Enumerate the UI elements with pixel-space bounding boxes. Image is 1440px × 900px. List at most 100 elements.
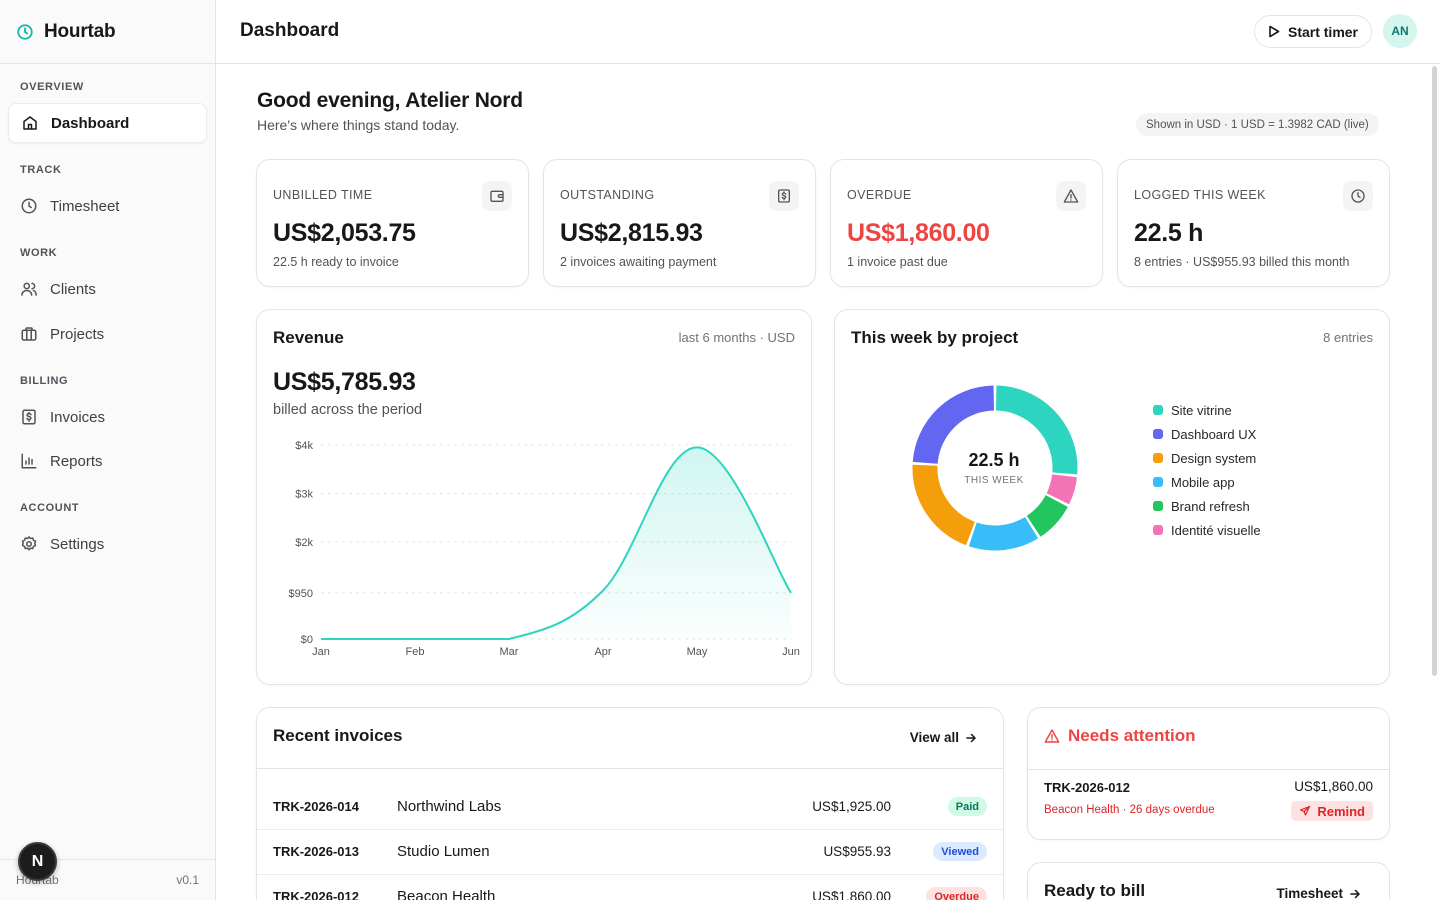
warning-icon-wrap (1056, 181, 1086, 211)
table-row[interactable]: TRK-2026-013 Studio Lumen US$955.93 View… (257, 830, 1003, 875)
sidebar-item-label: Timesheet (50, 197, 120, 215)
y-tick-label: $2k (295, 537, 313, 549)
sidebar: Hourtab OVERVIEW Dashboard TRACK Timeshe… (0, 0, 216, 900)
sidebar-item-label: Settings (50, 535, 105, 553)
legend-item: Mobile app (1153, 470, 1261, 494)
invoices-title: Recent invoices (273, 726, 403, 745)
x-tick-label: Jan (312, 646, 330, 658)
sidebar-item-settings[interactable]: Settings (8, 524, 207, 564)
attention-amount: US$1,860.00 (1294, 779, 1373, 794)
sidebar-item-label: Clients (50, 280, 96, 298)
stat-sub: 8 entries · US$955.93 billed this month (1134, 255, 1350, 269)
attention-title-label: Needs attention (1068, 726, 1196, 745)
needs-attention-card: Needs attention TRK-2026-012 US$1,860.00… (1027, 707, 1390, 840)
stat-card-unbilled[interactable]: UNBILLED TIME US$2,053.75 22.5 h ready t… (256, 159, 529, 287)
nav-section-track: TRACK (20, 164, 62, 176)
stat-card-logged[interactable]: LOGGED THIS WEEK 22.5 h 8 entries · US$9… (1117, 159, 1390, 287)
status-badge: Paid (947, 797, 987, 816)
donut-slice (912, 464, 976, 546)
clock-icon (1351, 189, 1365, 203)
donut-slice (968, 516, 1039, 551)
legend-swatch (1153, 405, 1163, 415)
start-timer-label: Start timer (1287, 23, 1359, 40)
revenue-area (321, 447, 791, 639)
x-tick-label: Apr (594, 646, 611, 658)
status-badge: Overdue (926, 887, 987, 900)
invoice-amount: US$955.93 (823, 844, 891, 859)
top-header: Dashboard Start timer AN (216, 0, 1440, 64)
gear-icon (21, 536, 37, 551)
stat-value: 22.5 h (1134, 219, 1204, 247)
dollar-bill-icon-wrap (769, 181, 799, 211)
timesheet-link[interactable]: Timesheet (1276, 886, 1361, 900)
nav-section-work: WORK (20, 247, 58, 259)
legend-label: Brand refresh (1171, 498, 1250, 514)
stat-value: US$2,053.75 (273, 219, 416, 247)
sidebar-item-dashboard[interactable]: Dashboard (8, 103, 207, 143)
x-tick-label: Jun (782, 646, 800, 658)
stat-card-outstanding[interactable]: OUTSTANDING US$2,815.93 2 invoices await… (543, 159, 816, 287)
stat-label: OVERDUE (847, 188, 912, 202)
revenue-line (321, 446, 792, 641)
legend-swatch (1153, 429, 1163, 439)
scrollbar[interactable] (1432, 66, 1437, 676)
dollar-bill-icon (778, 189, 790, 203)
brand[interactable]: Hourtab (0, 0, 215, 64)
sidebar-item-projects[interactable]: Projects (8, 314, 207, 354)
revenue-title: Revenue (273, 328, 344, 347)
status-badge: Viewed (933, 842, 987, 861)
remind-button[interactable]: Remind (1291, 801, 1373, 821)
revenue-card: Revenue last 6 months · USD US$5,785.93 … (256, 309, 812, 685)
divider (1028, 769, 1389, 770)
table-row[interactable]: TRK-2026-014 Northwind Labs US$1,925.00 … (257, 785, 1003, 830)
invoice-amount: US$1,925.00 (812, 799, 891, 814)
invoice-id: TRK-2026-014 (273, 799, 359, 814)
revenue-period: last 6 months · USD (678, 330, 795, 345)
wallet-icon-wrap (482, 181, 512, 211)
timesheet-link-label: Timesheet (1276, 886, 1343, 900)
donut-slice (995, 385, 1078, 475)
stat-label: UNBILLED TIME (273, 188, 373, 202)
arrow-right-icon (1350, 889, 1361, 898)
y-tick-label: $3k (295, 489, 313, 501)
stat-label: OUTSTANDING (560, 188, 655, 202)
invoice-icon (22, 409, 36, 425)
play-icon (1269, 25, 1280, 38)
table-row[interactable]: TRK-2026-012 Beacon Health US$1,860.00 O… (257, 875, 1003, 900)
app-name: Hourtab (44, 20, 116, 42)
revenue-subtitle: billed across the period (273, 402, 423, 418)
invoice-client: Studio Lumen (397, 843, 490, 860)
currency-rate-pill: Shown in USD · 1 USD = 1.3982 CAD (live) (1136, 113, 1379, 136)
donut-center-label: THIS WEEK (964, 475, 1024, 486)
stat-value: US$1,860.00 (847, 219, 990, 247)
attention-invoice-id: TRK-2026-012 (1044, 780, 1130, 795)
wallet-icon (490, 190, 504, 202)
invoice-client: Northwind Labs (397, 798, 502, 815)
start-timer-button[interactable]: Start timer (1254, 15, 1372, 48)
users-icon (21, 282, 37, 296)
invoice-amount: US$1,860.00 (812, 889, 891, 900)
sidebar-item-timesheet[interactable]: Timesheet (8, 186, 207, 226)
x-tick-label: May (687, 646, 708, 658)
invoice-id: TRK-2026-012 (273, 889, 359, 900)
ready-to-bill-card: Ready to bill Timesheet (1027, 862, 1390, 900)
legend-item: Dashboard UX (1153, 422, 1261, 446)
stat-sub: 2 invoices awaiting payment (560, 255, 717, 269)
legend-label: Identité visuelle (1171, 522, 1261, 538)
sidebar-item-reports[interactable]: Reports (8, 441, 207, 481)
greeting-subtitle: Here's where things stand today. (257, 117, 460, 133)
briefcase-icon (21, 327, 37, 341)
sidebar-item-invoices[interactable]: Invoices (8, 397, 207, 437)
invoice-id: TRK-2026-013 (273, 844, 359, 859)
y-tick-label: $0 (301, 634, 313, 646)
stat-card-overdue[interactable]: OVERDUE US$1,860.00 1 invoice past due (830, 159, 1103, 287)
project-breakdown-card: This week by project 8 entries 22.5 h TH… (834, 309, 1390, 685)
legend-item: Brand refresh (1153, 494, 1261, 518)
x-tick-label: Mar (500, 646, 519, 658)
donut-slice (1046, 473, 1077, 505)
avatar[interactable]: AN (1383, 14, 1417, 48)
dev-tools-badge[interactable]: N (18, 842, 57, 881)
sidebar-item-clients[interactable]: Clients (8, 269, 207, 309)
view-all-link[interactable]: View all (910, 730, 977, 745)
donut-slice (1026, 494, 1068, 537)
